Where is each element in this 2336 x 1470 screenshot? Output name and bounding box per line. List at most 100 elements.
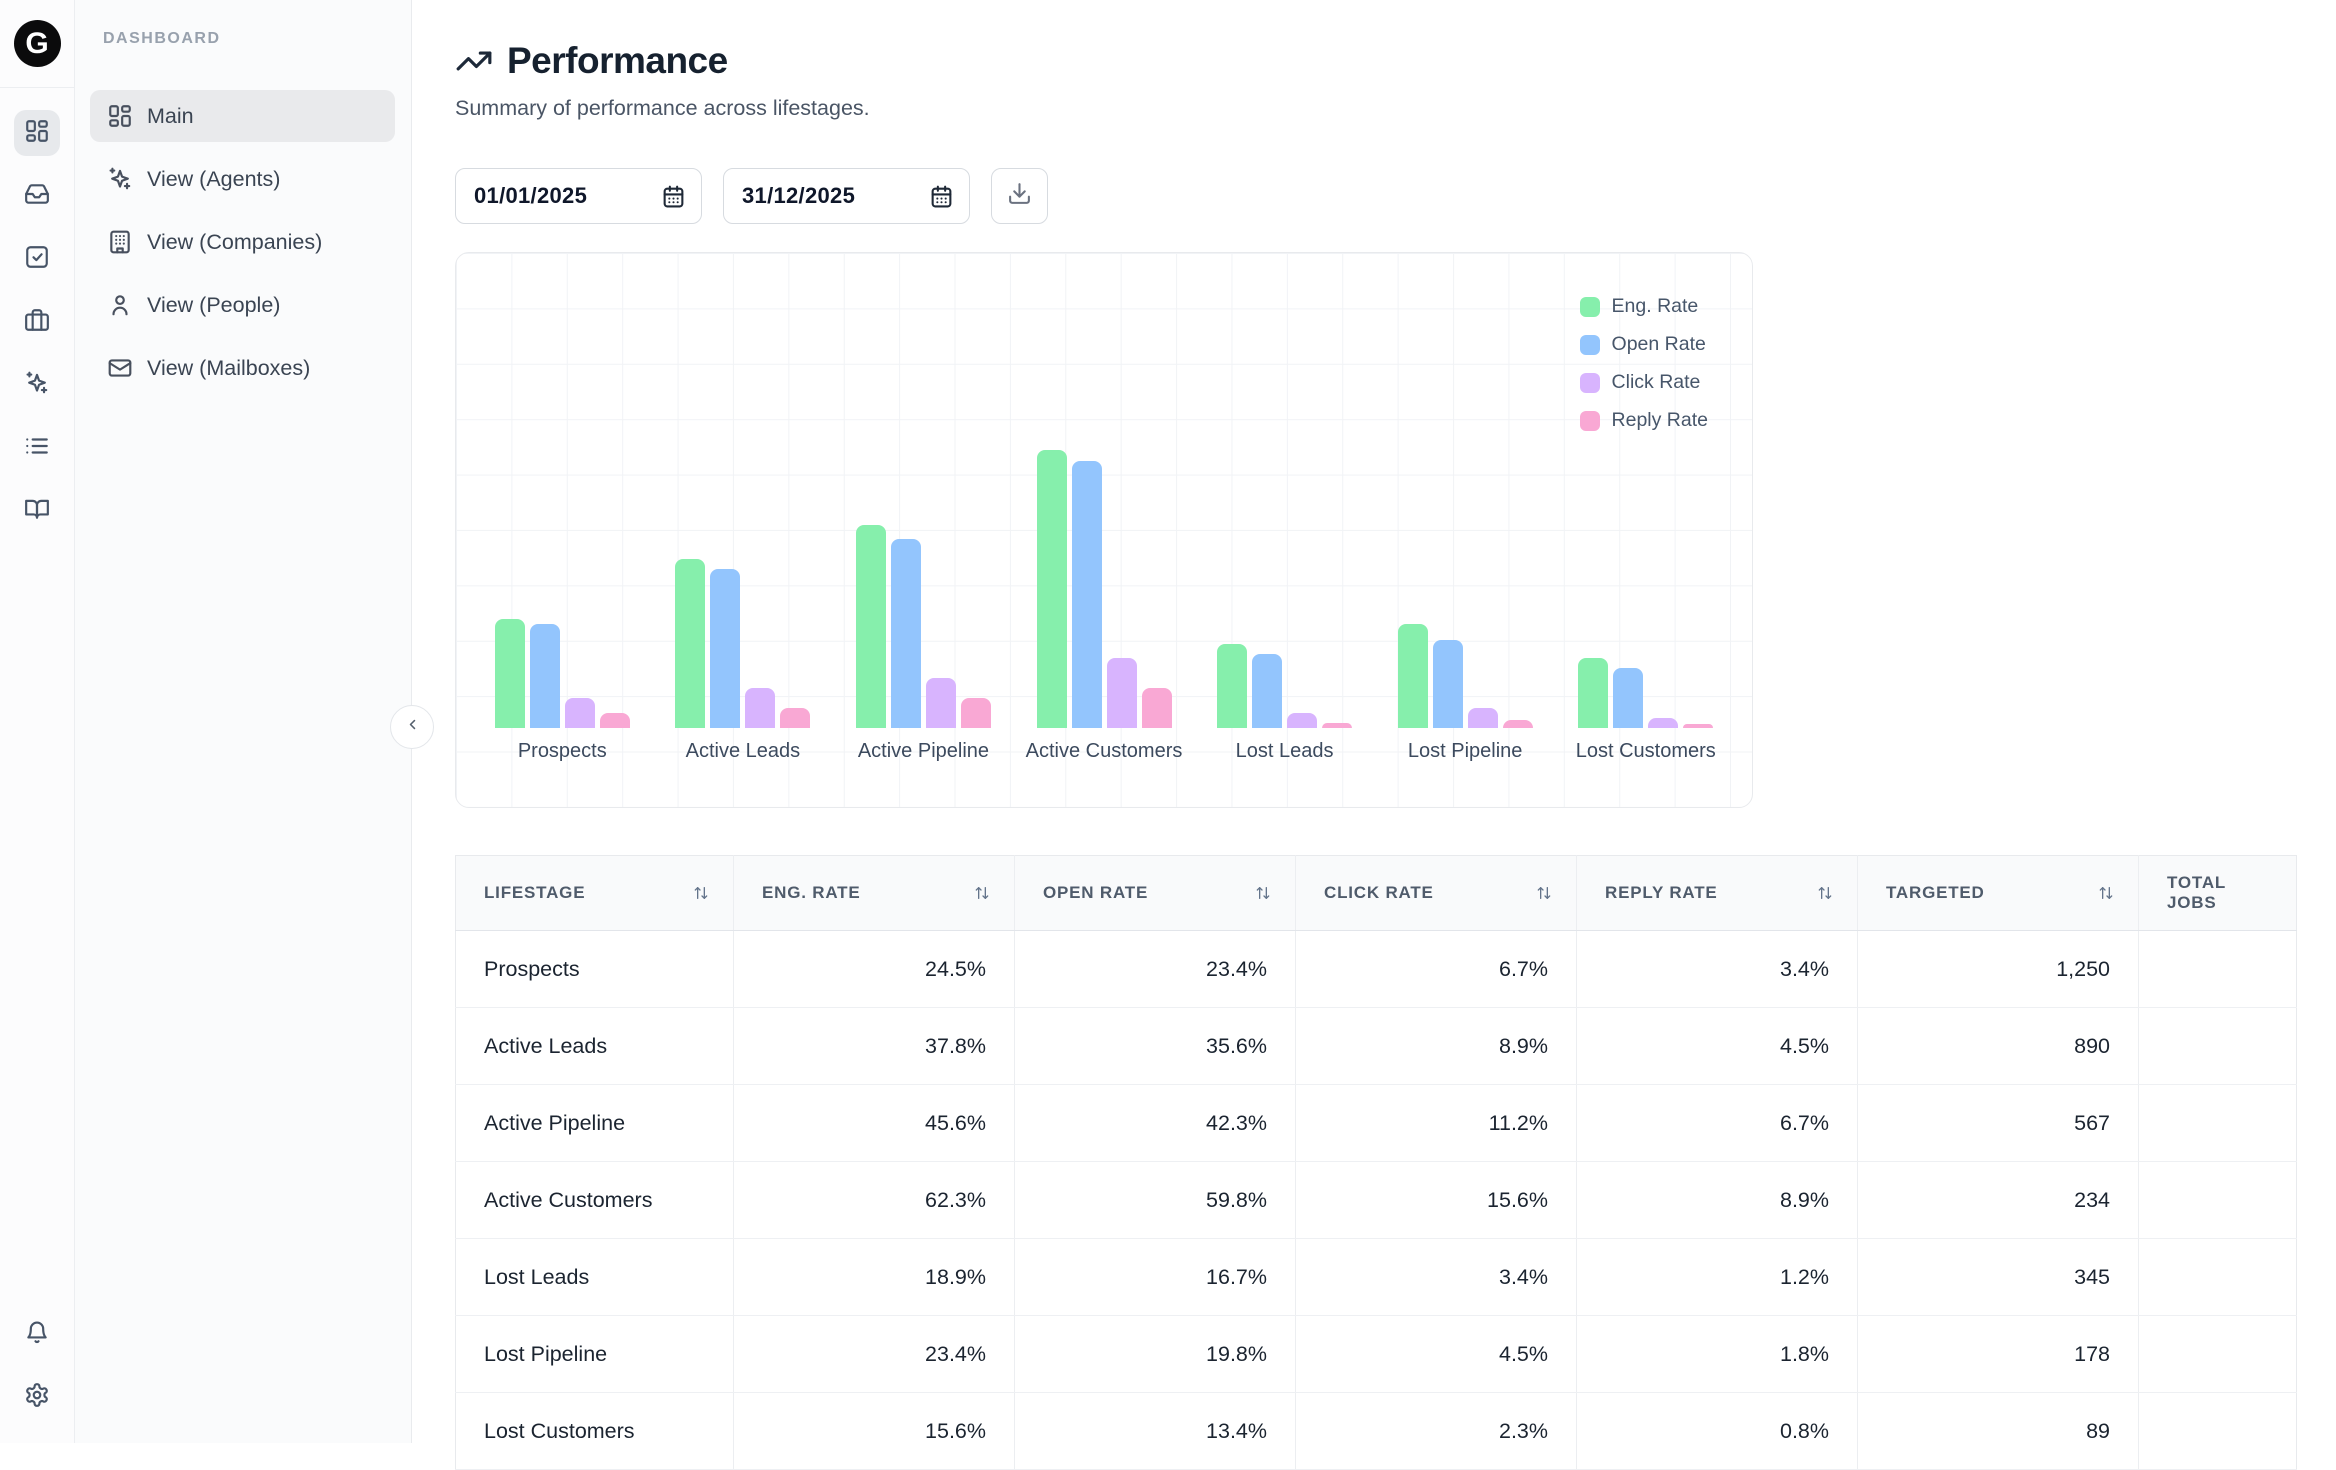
legend-item-click-rate[interactable]: Click Rate xyxy=(1579,371,1708,394)
eng-rate-bar-prospects[interactable] xyxy=(494,618,525,728)
click-rate-bar-active-leads[interactable] xyxy=(745,688,776,728)
x-axis-label-active-customers: Active Customers xyxy=(1025,740,1183,762)
trending-up-icon xyxy=(455,42,493,80)
reply-rate-bar-active-pipeline[interactable] xyxy=(960,698,991,728)
cell-total-jobs-active-pipeline xyxy=(2138,1084,2297,1162)
list-rail-button[interactable] xyxy=(14,425,60,471)
bar-group-active-leads xyxy=(653,559,834,728)
click-rate-bar-lost-pipeline[interactable] xyxy=(1467,707,1498,728)
sidebar-item-view-people[interactable]: View (People) xyxy=(90,279,395,331)
sidebar-item-view-companies[interactable]: View (Companies) xyxy=(90,216,395,268)
click-rate-bar-lost-customers[interactable] xyxy=(1648,717,1679,728)
sidebar-item-view-agents[interactable]: View (Agents) xyxy=(90,153,395,205)
sidebar-collapse-button[interactable] xyxy=(390,705,434,749)
click-rate-bar-active-pipeline[interactable] xyxy=(925,678,956,728)
inbox-rail-button[interactable] xyxy=(14,173,60,219)
sidebar-item-view-mailboxes[interactable]: View (Mailboxes) xyxy=(90,342,395,394)
column-header-click-rate[interactable]: CLICK RATE xyxy=(1295,855,1577,931)
bell-rail-button[interactable] xyxy=(14,1311,60,1357)
reply-rate-bar-active-leads[interactable] xyxy=(780,707,811,728)
eng-rate-bar-active-customers[interactable] xyxy=(1036,450,1067,728)
sort-icon[interactable] xyxy=(974,885,990,901)
list-icon xyxy=(24,433,50,464)
legend-label: Reply Rate xyxy=(1611,409,1708,431)
eng-rate-bar-lost-pipeline[interactable] xyxy=(1397,623,1428,728)
open-rate-bar-active-leads[interactable] xyxy=(710,569,741,728)
check-square-rail-button[interactable] xyxy=(14,236,60,282)
reply-rate-bar-active-customers[interactable] xyxy=(1141,688,1172,728)
click-rate-bar-prospects[interactable] xyxy=(564,698,595,728)
open-rate-bar-active-customers[interactable] xyxy=(1071,461,1102,728)
book-open-icon xyxy=(24,496,50,527)
date-to-value: 31/12/2025 xyxy=(742,183,856,208)
x-axis-label-prospects: Prospects xyxy=(517,740,607,762)
gear-rail-button[interactable] xyxy=(14,1374,60,1420)
sort-icon[interactable] xyxy=(693,885,709,901)
dashboard-grid-rail-button[interactable] xyxy=(14,110,60,156)
reply-rate-bar-lost-pipeline[interactable] xyxy=(1502,719,1533,728)
legend-swatch xyxy=(1579,296,1600,317)
reply-rate-bar-lost-customers[interactable] xyxy=(1683,724,1714,728)
column-header-targeted[interactable]: TARGETED xyxy=(1857,855,2139,931)
lifestage-performance-table: LIFESTAGE ENG. RATE OPEN RATE CLICK RATE REP… xyxy=(455,855,2297,1470)
download-icon xyxy=(1007,181,1032,211)
open-rate-bar-lost-leads[interactable] xyxy=(1252,653,1283,728)
table-row-active-customers: Active Customers 62.3% 59.8% 15.6% 8.9% 234 xyxy=(455,1161,2297,1239)
cell-reply-rate-prospects: 3.4% xyxy=(1576,930,1858,1008)
cell-click-rate-lost-pipeline: 4.5% xyxy=(1295,1315,1577,1393)
eng-rate-bar-lost-leads[interactable] xyxy=(1217,643,1248,728)
click-rate-bar-active-customers[interactable] xyxy=(1106,658,1137,728)
bar-group-prospects xyxy=(472,618,653,728)
cell-lifestage-lost-customers: Lost Customers xyxy=(455,1392,734,1470)
sparkles-icon xyxy=(107,166,133,192)
sparkles-rail-button[interactable] xyxy=(14,362,60,408)
column-header-label: TOTAL JOBS xyxy=(2167,873,2226,912)
column-header-open-rate[interactable]: OPEN RATE xyxy=(1014,855,1296,931)
column-header-reply-rate[interactable]: REPLY RATE xyxy=(1576,855,1858,931)
briefcase-rail-button[interactable] xyxy=(14,299,60,345)
column-header-label: ENG. RATE xyxy=(762,883,861,902)
table-row-lost-leads: Lost Leads 18.9% 16.7% 3.4% 1.2% 345 xyxy=(455,1238,2297,1316)
column-header-lifestage[interactable]: LIFESTAGE xyxy=(455,855,734,931)
eng-rate-bar-active-leads[interactable] xyxy=(675,559,706,728)
cell-click-rate-lost-customers: 2.3% xyxy=(1295,1392,1577,1470)
click-rate-bar-lost-leads[interactable] xyxy=(1287,712,1318,728)
legend-item-open-rate[interactable]: Open Rate xyxy=(1579,333,1708,356)
app-logo[interactable]: G xyxy=(13,20,61,67)
cell-open-rate-active-pipeline: 42.3% xyxy=(1014,1084,1296,1162)
cell-eng-rate-lost-customers: 15.6% xyxy=(733,1392,1015,1470)
book-open-rail-button[interactable] xyxy=(14,488,60,534)
eng-rate-bar-lost-customers[interactable] xyxy=(1578,658,1609,728)
sort-icon[interactable] xyxy=(1255,885,1271,901)
sidebar-section-label: DASHBOARD xyxy=(103,30,221,47)
open-rate-bar-lost-customers[interactable] xyxy=(1613,668,1644,728)
cell-total-jobs-lost-pipeline xyxy=(2138,1315,2297,1393)
sort-icon[interactable] xyxy=(1536,885,1552,901)
reply-rate-bar-lost-leads[interactable] xyxy=(1322,722,1353,728)
building-icon xyxy=(107,229,133,255)
x-axis-label-active-pipeline: Active Pipeline xyxy=(857,740,990,762)
open-rate-bar-lost-pipeline[interactable] xyxy=(1432,639,1463,728)
bar-group-active-customers xyxy=(1014,450,1195,728)
date-to-input[interactable]: 31/12/2025 xyxy=(723,168,970,224)
date-from-input[interactable]: 01/01/2025 xyxy=(455,168,702,224)
dashboard-grid-icon xyxy=(107,103,133,129)
reply-rate-bar-prospects[interactable] xyxy=(599,712,630,728)
legend-item-reply-rate[interactable]: Reply Rate xyxy=(1579,409,1708,432)
eng-rate-bar-active-pipeline[interactable] xyxy=(855,524,886,728)
sort-icon[interactable] xyxy=(1817,885,1833,901)
cell-eng-rate-active-pipeline: 45.6% xyxy=(733,1084,1015,1162)
cell-eng-rate-active-leads: 37.8% xyxy=(733,1007,1015,1085)
cell-reply-rate-lost-customers: 0.8% xyxy=(1576,1392,1858,1470)
sort-icon[interactable] xyxy=(2098,885,2114,901)
legend-item-eng-rate[interactable]: Eng. Rate xyxy=(1579,295,1708,318)
gear-icon xyxy=(24,1382,50,1413)
open-rate-bar-active-pipeline[interactable] xyxy=(890,539,921,728)
cell-targeted-lost-leads: 345 xyxy=(1857,1238,2139,1316)
column-header-eng-rate[interactable]: ENG. RATE xyxy=(733,855,1015,931)
sidebar-item-main[interactable]: Main xyxy=(90,90,395,142)
open-rate-bar-prospects[interactable] xyxy=(529,623,560,728)
download-button[interactable] xyxy=(991,168,1048,224)
x-axis-label-lost-pipeline: Lost Pipeline xyxy=(1407,740,1523,762)
sidebar-item-label: View (People) xyxy=(147,292,281,317)
